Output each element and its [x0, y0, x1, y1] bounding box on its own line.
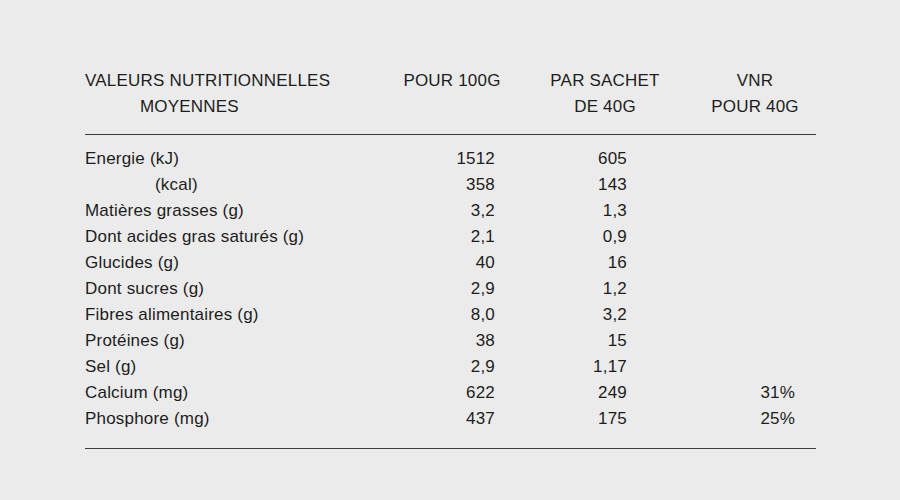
row-label: (kcal): [85, 172, 390, 198]
row-label: Fibres alimentaires (g): [85, 302, 390, 328]
value-per-sachet: 16: [495, 250, 627, 276]
table-row: (kcal) 358 143: [85, 172, 795, 198]
value-per-100g: 1512: [390, 146, 495, 172]
top-divider: [85, 134, 816, 135]
value-per-100g: 2,9: [390, 276, 495, 302]
value-vnr: [627, 250, 795, 276]
table-row: Sel (g) 2,9 1,17: [85, 354, 795, 380]
row-label: Protéines (g): [85, 328, 390, 354]
header-per-sachet-line2: DE 40G: [541, 94, 669, 120]
table-row: Phosphore (mg) 437 175 25%: [85, 406, 795, 432]
value-per-100g: 2,1: [390, 224, 495, 250]
value-vnr: [627, 198, 795, 224]
row-label: Energie (kJ): [85, 146, 390, 172]
table-row: Glucides (g) 40 16: [85, 250, 795, 276]
value-per-100g: 3,2: [390, 198, 495, 224]
value-per-100g: 622: [390, 380, 495, 406]
value-per-sachet: 175: [495, 406, 627, 432]
header-nutrition-values-line1: VALEURS NUTRITIONNELLES: [85, 68, 365, 94]
header-per-100g: POUR 100G: [390, 68, 514, 94]
value-vnr: [627, 172, 795, 198]
value-vnr: [627, 354, 795, 380]
table-row: Calcium (mg) 622 249 31%: [85, 380, 795, 406]
row-label: Dont sucres (g): [85, 276, 390, 302]
table-row: Dont sucres (g) 2,9 1,2: [85, 276, 795, 302]
value-vnr: [627, 302, 795, 328]
value-per-sachet: 1,2: [495, 276, 627, 302]
header-vnr-line1: VNR: [691, 68, 819, 94]
value-per-100g: 8,0: [390, 302, 495, 328]
row-label: Calcium (mg): [85, 380, 390, 406]
value-per-100g: 40: [390, 250, 495, 276]
value-per-sachet: 1,3: [495, 198, 627, 224]
header-vnr: VNR POUR 40G: [691, 68, 819, 120]
table-row: Fibres alimentaires (g) 8,0 3,2: [85, 302, 795, 328]
row-label: Matières grasses (g): [85, 198, 390, 224]
value-vnr: [627, 146, 795, 172]
header-vnr-line2: POUR 40G: [691, 94, 819, 120]
table-body: Energie (kJ) 1512 605 (kcal) 358 143 Mat…: [85, 146, 795, 432]
bottom-divider: [85, 448, 816, 449]
value-vnr: [627, 224, 795, 250]
header-nutrition-values-line2: MOYENNES: [85, 94, 365, 120]
value-per-sachet: 143: [495, 172, 627, 198]
header-nutrition-values: VALEURS NUTRITIONNELLES MOYENNES: [85, 68, 365, 120]
value-per-sachet: 605: [495, 146, 627, 172]
value-per-sachet: 0,9: [495, 224, 627, 250]
value-vnr: [627, 276, 795, 302]
table-row: Protéines (g) 38 15: [85, 328, 795, 354]
value-vnr: 31%: [627, 380, 795, 406]
value-per-100g: 2,9: [390, 354, 495, 380]
table-row: Matières grasses (g) 3,2 1,3: [85, 198, 795, 224]
header-per-sachet-line1: PAR SACHET: [541, 68, 669, 94]
value-per-100g: 358: [390, 172, 495, 198]
value-per-sachet: 249: [495, 380, 627, 406]
table-row: Dont acides gras saturés (g) 2,1 0,9: [85, 224, 795, 250]
value-per-100g: 38: [390, 328, 495, 354]
value-vnr: [627, 328, 795, 354]
row-label: Sel (g): [85, 354, 390, 380]
nutrition-facts-label: VALEURS NUTRITIONNELLES MOYENNES POUR 10…: [0, 0, 900, 500]
value-vnr: 25%: [627, 406, 795, 432]
value-per-sachet: 3,2: [495, 302, 627, 328]
header-per-sachet: PAR SACHET DE 40G: [541, 68, 669, 120]
row-label: Phosphore (mg): [85, 406, 390, 432]
value-per-sachet: 1,17: [495, 354, 627, 380]
table-row: Energie (kJ) 1512 605: [85, 146, 795, 172]
value-per-100g: 437: [390, 406, 495, 432]
row-label: Glucides (g): [85, 250, 390, 276]
row-label: Dont acides gras saturés (g): [85, 224, 390, 250]
value-per-sachet: 15: [495, 328, 627, 354]
